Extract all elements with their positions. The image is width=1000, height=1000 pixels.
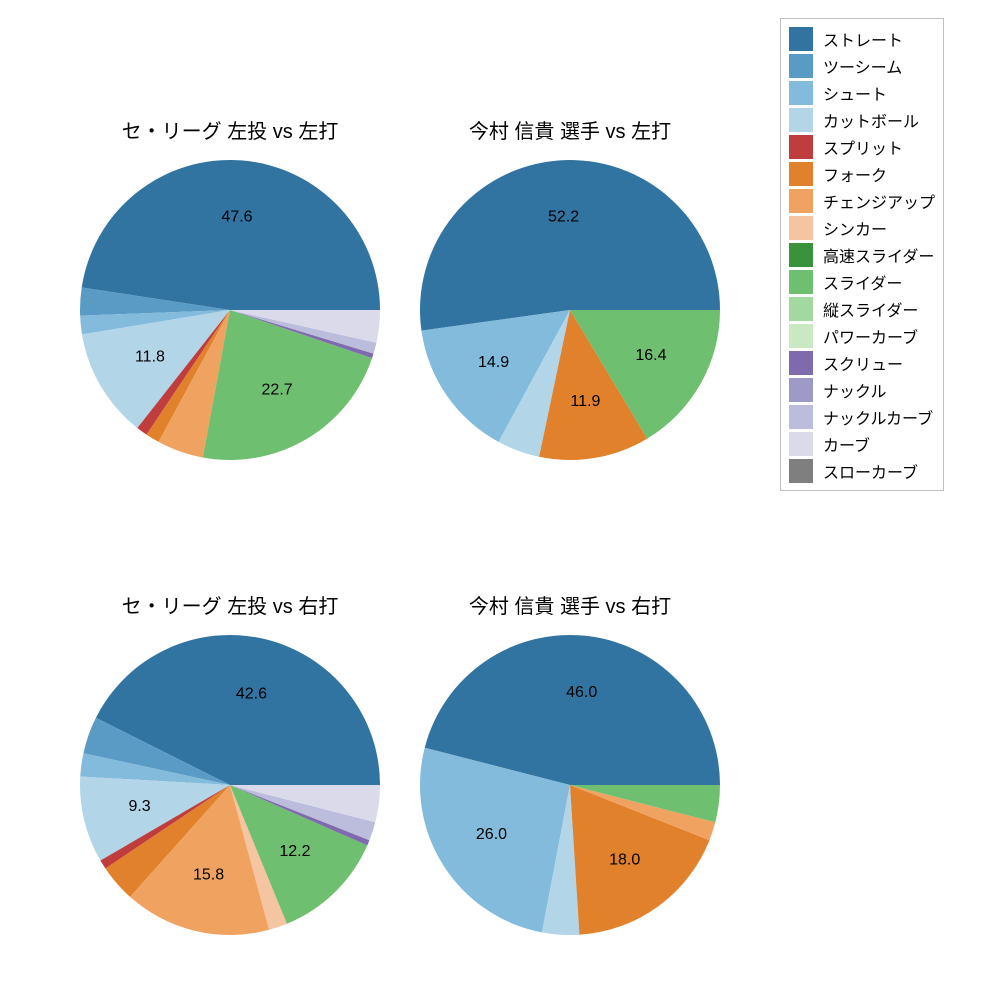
- legend-item: チェンジアップ: [789, 187, 935, 214]
- legend-item: スクリュー: [789, 349, 935, 376]
- legend-item: スプリット: [789, 133, 935, 160]
- legend-label: スライダー: [823, 270, 902, 294]
- legend-label: ナックルカーブ: [823, 405, 933, 429]
- legend-swatch: [789, 189, 813, 213]
- legend-label: スプリット: [823, 135, 903, 159]
- legend-item: ストレート: [789, 25, 935, 52]
- legend-swatch: [789, 432, 813, 456]
- legend-item: シンカー: [789, 214, 935, 241]
- legend-swatch: [789, 378, 813, 402]
- legend-item: ナックル: [789, 376, 935, 403]
- pie-slice-label: 26.0: [476, 826, 507, 843]
- legend-swatch: [789, 54, 813, 78]
- legend-label: スローカーブ: [823, 459, 918, 483]
- legend-swatch: [789, 351, 813, 375]
- legend-item: カーブ: [789, 430, 935, 457]
- legend-label: スクリュー: [823, 351, 903, 375]
- chart-title-bl: セ・リーグ 左投 vs 右打: [80, 590, 380, 619]
- legend-item: スライダー: [789, 268, 935, 295]
- pie-slice-label: 12.2: [279, 843, 310, 860]
- legend-label: 縦スライダー: [823, 297, 918, 321]
- legend-swatch: [789, 297, 813, 321]
- legend-item: ツーシーム: [789, 52, 935, 79]
- figure-stage: セ・リーグ 左投 vs 左打 今村 信貴 選手 vs 左打 セ・リーグ 左投 v…: [0, 0, 1000, 1000]
- pie-slice-label: 52.2: [548, 208, 579, 225]
- pie-slice: [82, 160, 380, 310]
- legend-swatch: [789, 459, 813, 483]
- legend-label: ストレート: [823, 27, 903, 51]
- pie-slice-label: 9.3: [128, 798, 150, 815]
- legend-label: カーブ: [823, 432, 870, 456]
- legend-item: 縦スライダー: [789, 295, 935, 322]
- legend-label: パワーカーブ: [823, 324, 918, 348]
- pie-chart-tr: 52.2 14.9 11.9 16.4: [420, 160, 720, 460]
- legend-label: ナックル: [823, 378, 887, 402]
- pie-slice-label: 47.6: [221, 208, 252, 225]
- legend-swatch: [789, 216, 813, 240]
- legend-label: チェンジアップ: [823, 189, 935, 213]
- legend-swatch: [789, 135, 813, 159]
- chart-title-br: 今村 信貴 選手 vs 右打: [420, 590, 720, 619]
- legend-swatch: [789, 108, 813, 132]
- legend-swatch: [789, 324, 813, 348]
- legend-item: カットボール: [789, 106, 935, 133]
- legend-swatch: [789, 243, 813, 267]
- legend-item: パワーカーブ: [789, 322, 935, 349]
- pie-slice-label: 14.9: [478, 354, 509, 371]
- legend-label: シュート: [823, 81, 887, 105]
- legend-label: フォーク: [823, 162, 887, 186]
- pie-chart-tl: 47.6 11.8 22.7: [80, 160, 380, 460]
- pie-slice-label: 46.0: [566, 684, 597, 701]
- legend-swatch: [789, 270, 813, 294]
- legend: ストレートツーシームシュートカットボールスプリットフォークチェンジアップシンカー…: [780, 18, 944, 491]
- chart-title-tl: セ・リーグ 左投 vs 左打: [80, 115, 380, 144]
- legend-label: カットボール: [823, 108, 919, 132]
- legend-label: シンカー: [823, 216, 887, 240]
- pie-slice-label: 16.4: [635, 347, 666, 364]
- legend-swatch: [789, 162, 813, 186]
- chart-title-tr: 今村 信貴 選手 vs 左打: [420, 115, 720, 144]
- legend-swatch: [789, 27, 813, 51]
- pie-slice-label: 15.8: [193, 867, 224, 884]
- legend-item: フォーク: [789, 160, 935, 187]
- pie-chart-br: 46.0 26.0 18.0: [420, 635, 720, 935]
- legend-label: 高速スライダー: [823, 243, 934, 267]
- legend-item: スローカーブ: [789, 457, 935, 484]
- legend-label: ツーシーム: [823, 54, 902, 78]
- pie-slice-label: 11.9: [570, 393, 600, 410]
- pie-slice-label: 11.8: [135, 349, 165, 366]
- pie-slice-label: 18.0: [609, 851, 640, 868]
- pie-slice-label: 22.7: [262, 381, 293, 398]
- legend-item: シュート: [789, 79, 935, 106]
- pie-slice: [420, 160, 720, 331]
- legend-swatch: [789, 81, 813, 105]
- pie-chart-bl: 42.6 9.3 15.8 12.2: [80, 635, 380, 935]
- legend-swatch: [789, 405, 813, 429]
- legend-item: ナックルカーブ: [789, 403, 935, 430]
- pie-slice-label: 42.6: [236, 686, 267, 703]
- legend-item: 高速スライダー: [789, 241, 935, 268]
